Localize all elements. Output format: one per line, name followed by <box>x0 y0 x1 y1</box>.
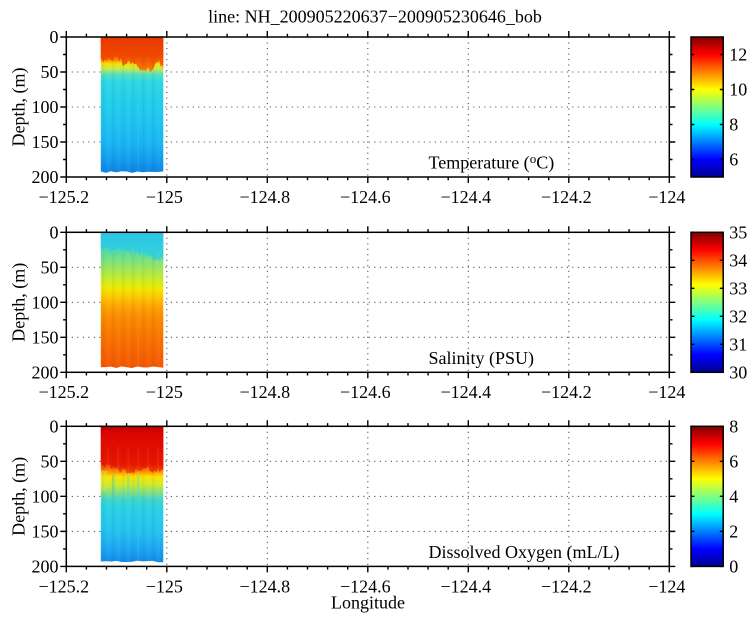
svg-text:Longitude: Longitude <box>331 593 405 613</box>
svg-text:32: 32 <box>729 306 747 326</box>
svg-text:Depth, (m): Depth, (m) <box>9 457 30 536</box>
svg-text:−124.2: −124.2 <box>541 382 592 402</box>
svg-text:0: 0 <box>50 222 59 242</box>
svg-text:−124.2: −124.2 <box>541 576 592 596</box>
svg-text:50: 50 <box>41 257 59 277</box>
svg-text:50: 50 <box>41 451 59 471</box>
svg-text:Depth, (m): Depth, (m) <box>9 68 30 147</box>
svg-text:Temperature (oC): Temperature (oC) <box>429 151 555 174</box>
svg-text:−125: −125 <box>146 576 183 596</box>
svg-text:−124: −124 <box>648 187 685 207</box>
svg-text:100: 100 <box>32 486 59 506</box>
svg-text:200: 200 <box>32 167 59 187</box>
svg-text:6: 6 <box>729 150 738 170</box>
svg-text:Dissolved Oxygen (mL/L): Dissolved Oxygen (mL/L) <box>429 542 620 563</box>
svg-text:50: 50 <box>41 62 59 82</box>
svg-text:200: 200 <box>32 556 59 576</box>
svg-text:150: 150 <box>32 521 59 541</box>
svg-text:Depth, (m): Depth, (m) <box>9 263 30 342</box>
svg-text:−124.8: −124.8 <box>239 576 290 596</box>
svg-text:200: 200 <box>32 362 59 382</box>
svg-text:−125.2: −125.2 <box>38 382 89 402</box>
svg-text:2: 2 <box>729 521 738 541</box>
svg-text:35: 35 <box>729 222 747 242</box>
svg-text:−124.4: −124.4 <box>440 382 491 402</box>
svg-text:10: 10 <box>729 80 747 100</box>
svg-text:−124.4: −124.4 <box>440 576 491 596</box>
svg-text:34: 34 <box>729 250 747 270</box>
svg-text:−124.4: −124.4 <box>440 187 491 207</box>
svg-text:−125.2: −125.2 <box>38 187 89 207</box>
svg-text:−125.2: −125.2 <box>38 576 89 596</box>
svg-text:−124.8: −124.8 <box>239 187 290 207</box>
svg-text:4: 4 <box>729 486 738 506</box>
svg-text:0: 0 <box>50 27 59 47</box>
svg-text:33: 33 <box>729 278 747 298</box>
svg-text:100: 100 <box>32 292 59 312</box>
svg-text:−124.6: −124.6 <box>340 576 391 596</box>
svg-text:0: 0 <box>50 416 59 436</box>
svg-text:−124: −124 <box>648 382 685 402</box>
svg-text:100: 100 <box>32 97 59 117</box>
svg-text:0: 0 <box>729 556 738 576</box>
svg-text:150: 150 <box>32 327 59 347</box>
svg-text:30: 30 <box>729 362 747 382</box>
svg-text:−124: −124 <box>648 576 685 596</box>
svg-text:−124.8: −124.8 <box>239 382 290 402</box>
svg-text:12: 12 <box>729 45 747 65</box>
svg-text:6: 6 <box>729 451 738 471</box>
svg-text:−125: −125 <box>146 382 183 402</box>
svg-text:8: 8 <box>729 115 738 135</box>
svg-text:150: 150 <box>32 132 59 152</box>
svg-text:−124.2: −124.2 <box>541 187 592 207</box>
svg-text:8: 8 <box>729 416 738 436</box>
svg-text:−124.6: −124.6 <box>340 382 391 402</box>
svg-text:line: NH_200905220637−20090523: line: NH_200905220637−200905230646_bob <box>208 7 542 27</box>
svg-text:Salinity (PSU): Salinity (PSU) <box>429 348 535 369</box>
svg-text:−124.6: −124.6 <box>340 187 391 207</box>
svg-text:31: 31 <box>729 334 747 354</box>
svg-text:−125: −125 <box>146 187 183 207</box>
